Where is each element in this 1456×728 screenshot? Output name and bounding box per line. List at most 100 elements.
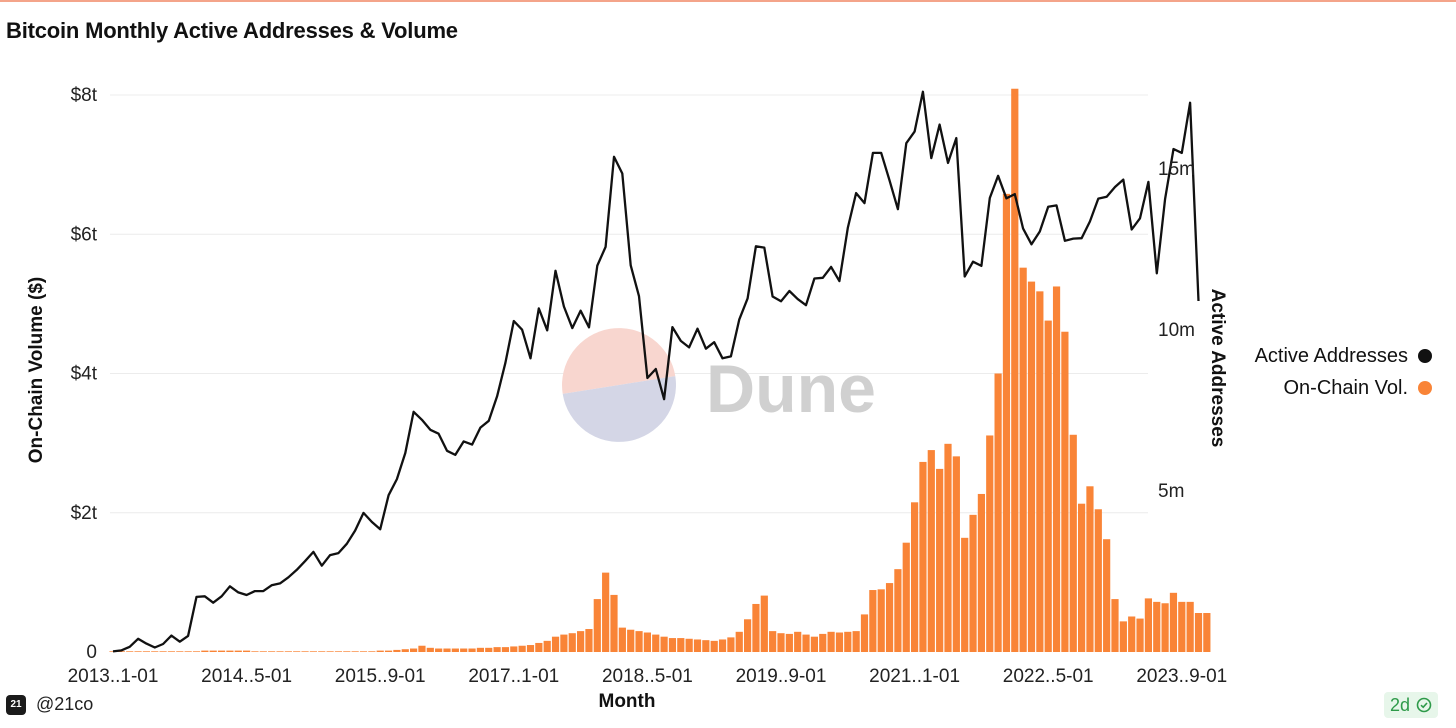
volume-bar <box>468 648 476 652</box>
volume-bar <box>109 651 117 652</box>
watermark-pie-bottom <box>562 376 676 442</box>
volume-bar <box>368 651 376 652</box>
footer-attribution: 21 @21co <box>6 694 93 715</box>
volume-bar <box>443 648 451 652</box>
left-tick-label: $2t <box>71 503 98 524</box>
volume-bars <box>109 88 1211 652</box>
volume-bar <box>777 633 785 652</box>
left-tick-label: 0 <box>86 642 97 663</box>
volume-bar <box>226 650 234 652</box>
volume-bar <box>1036 291 1044 652</box>
volume-bar <box>677 638 685 652</box>
legend-swatch-on-chain-volume <box>1418 381 1432 395</box>
volume-bar <box>752 603 760 652</box>
volume-bar <box>393 649 401 652</box>
author-handle[interactable]: @21co <box>36 694 94 714</box>
volume-bar <box>1078 503 1086 652</box>
brand-logo: 21 <box>6 694 26 715</box>
volume-bar <box>1061 331 1069 652</box>
volume-bar <box>1128 616 1136 652</box>
volume-bar <box>1002 193 1011 652</box>
volume-bar <box>142 651 150 652</box>
volume-bar <box>718 639 727 652</box>
volume-bar <box>760 595 768 652</box>
volume-bar <box>652 634 660 652</box>
right-axis-label: Active Addresses <box>1207 289 1228 448</box>
volume-bar <box>418 645 426 652</box>
volume-bar <box>577 631 585 652</box>
volume-bar <box>702 640 710 652</box>
x-tick-label: 2022..5-01 <box>1003 666 1094 687</box>
volume-bar <box>1044 320 1052 652</box>
volume-bar <box>151 651 159 652</box>
volume-bar <box>1194 613 1203 652</box>
legend-label-on-chain-volume: On-Chain Vol. <box>1283 376 1408 399</box>
volume-bar <box>259 651 267 652</box>
volume-bar <box>585 629 593 652</box>
volume-bar <box>744 619 752 652</box>
volume-bar <box>334 651 343 652</box>
volume-bar <box>284 651 292 652</box>
volume-bar <box>485 647 493 652</box>
volume-bar <box>351 651 359 652</box>
volume-bar <box>1178 601 1186 652</box>
volume-bar <box>217 650 226 652</box>
volume-bar <box>952 456 960 652</box>
volume-bar <box>969 514 977 652</box>
volume-bar <box>518 645 526 652</box>
volume-bar <box>1161 603 1169 652</box>
volume-bar <box>167 651 176 652</box>
volume-bar <box>301 651 309 652</box>
right-tick-label: 15m <box>1158 159 1195 180</box>
volume-bar <box>835 632 844 652</box>
volume-bar <box>1153 601 1161 652</box>
x-tick-label: 2021..1-01 <box>869 666 960 687</box>
volume-bar <box>852 631 860 652</box>
age-badge-text: 2d <box>1390 694 1411 715</box>
volume-bar <box>944 443 952 652</box>
volume-bar <box>869 590 877 652</box>
volume-bar <box>660 636 668 652</box>
volume-bar <box>911 502 919 652</box>
volume-bar <box>618 627 626 652</box>
volume-bar <box>526 645 535 652</box>
volume-bar <box>685 638 693 652</box>
volume-bar <box>877 589 885 652</box>
volume-bar <box>568 633 576 652</box>
volume-bar <box>493 647 501 652</box>
volume-bar <box>1103 539 1111 652</box>
volume-bar <box>309 651 317 652</box>
volume-bar <box>919 461 927 652</box>
x-tick-label: 2023..9-01 <box>1136 666 1227 687</box>
volume-bar <box>1027 281 1036 652</box>
volume-bar <box>977 493 985 652</box>
volume-bar <box>326 651 334 652</box>
volume-bar <box>451 648 459 652</box>
volume-bar <box>1052 286 1061 652</box>
volume-bar <box>785 633 793 652</box>
volume-bar <box>1111 599 1119 652</box>
volume-bar <box>986 435 994 652</box>
volume-bar <box>234 650 242 652</box>
legend-item-on-chain-volume[interactable]: On-Chain Vol. <box>1200 372 1432 404</box>
volume-bar <box>1186 601 1194 652</box>
volume-bar <box>192 651 201 652</box>
dune-watermark: Dune <box>562 328 876 442</box>
chart-legend: Active Addresses On-Chain Vol. <box>1200 340 1432 404</box>
volume-bar <box>1019 267 1027 652</box>
volume-bar <box>1086 486 1094 652</box>
volume-bar <box>176 651 184 652</box>
volume-bar <box>201 650 209 652</box>
volume-bar <box>1169 592 1178 652</box>
volume-bar <box>359 651 368 652</box>
left-tick-label: $4t <box>71 364 98 385</box>
right-axis-ticks: 5m 10m 15m <box>1158 159 1195 502</box>
watermark-text: Dune <box>706 351 876 427</box>
x-tick-label: 2018..5-01 <box>602 666 693 687</box>
volume-bar <box>501 647 510 652</box>
volume-bar <box>961 537 969 652</box>
left-axis-ticks: 0 $2t $4t $6t $8t <box>71 85 98 663</box>
volume-bar <box>1069 434 1077 652</box>
legend-item-active-addresses[interactable]: Active Addresses <box>1200 340 1432 372</box>
